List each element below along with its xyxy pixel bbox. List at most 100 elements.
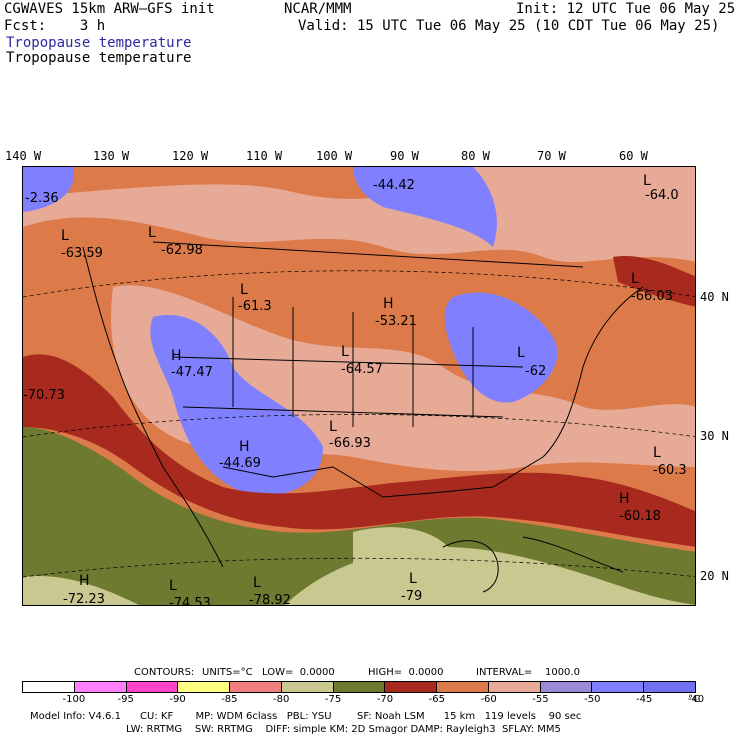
field-region-salmon: [23, 167, 695, 262]
low-marker: L: [653, 445, 661, 461]
lon-label: 90 W: [390, 149, 419, 163]
colorbar-tick-label: -90: [169, 694, 186, 705]
colorbar-tick-label: -45: [635, 694, 653, 705]
pressure-labels: -2.36 -44.42 L -63.59 L -62.98 L -64.0 L…: [23, 173, 687, 606]
field-region-blue: [150, 315, 323, 495]
value-label: -60.18: [619, 509, 661, 524]
low-marker: L: [643, 173, 651, 189]
map-canvas: -2.36 -44.42 L -63.59 L -62.98 L -64.0 L…: [23, 167, 695, 606]
high-value: HIGH= 0.0000: [368, 667, 444, 678]
value-label: -47.47: [171, 365, 213, 380]
colorbar-tick-label: -65: [428, 694, 445, 705]
field-title-blue: Tropopause temperature: [6, 35, 192, 51]
lon-label: 100 W: [316, 149, 353, 163]
value-label: -61.3: [238, 299, 272, 314]
value-label: -63.59: [61, 246, 103, 261]
value-label: -66.03: [631, 289, 673, 304]
state-lines: [232, 297, 474, 427]
lat-label: 30 N: [700, 429, 729, 443]
high-marker: H: [79, 573, 90, 589]
colorbar-tick-label: -95: [117, 694, 134, 705]
value-label: -62: [525, 364, 546, 379]
colorbar-swatch: [540, 682, 593, 692]
field-title: Tropopause temperature: [6, 50, 192, 66]
value-label: -66.93: [329, 436, 371, 451]
lat-label: 40 N: [700, 290, 729, 304]
low-marker: L: [631, 271, 639, 287]
value-label: -74.53: [169, 596, 211, 606]
value-label: -53.21: [375, 314, 417, 329]
colorbar-swatch: [23, 682, 75, 692]
colorbar-tick-label: -85: [221, 694, 238, 705]
colorbar-tick-label: -75: [324, 694, 342, 705]
init-time: Init: 12 UTC Tue 06 May 25: [516, 1, 736, 17]
colorbar-tick-label: -80: [273, 694, 290, 705]
high-marker: H: [239, 439, 250, 455]
field-region-blue: [23, 167, 74, 212]
colorbar-tick-label: -60: [480, 694, 497, 705]
us-mexico-gulf-line: [222, 456, 544, 498]
field-region-darkred: [23, 354, 695, 547]
model-title: CGWAVES 15km ARW—GFS init: [4, 1, 215, 17]
contours-label: CONTOURS:: [134, 667, 195, 678]
value-label: -62.98: [161, 243, 203, 258]
value-label: -2.36: [25, 191, 59, 206]
colorbar-swatch: [592, 682, 645, 692]
high-marker: H: [619, 491, 630, 507]
field-region-tan: [23, 576, 139, 605]
colorbar-tick-label: -50: [584, 694, 601, 705]
map-boundaries: [82, 241, 644, 593]
forecast-hour: Fcst: 3 h: [4, 18, 106, 34]
florida-coast: [442, 540, 499, 593]
value-label: -70.73: [23, 388, 65, 403]
field-region-blue: [353, 167, 497, 247]
west-coast-line: [82, 246, 224, 568]
low-marker: L: [517, 345, 525, 361]
low-marker: L: [409, 571, 417, 587]
colorbar-swatch: [126, 682, 179, 692]
colorbar-swatch: [437, 682, 489, 692]
field-region-tan: [353, 527, 456, 602]
interval-value: INTERVAL= 1000.0: [476, 667, 580, 678]
field-region-darkred: [613, 256, 695, 307]
low-marker: L: [61, 228, 69, 244]
value-label: -78.92: [249, 593, 291, 606]
lon-label: 120 W: [172, 149, 209, 163]
low-marker: L: [341, 344, 349, 360]
colorbar-tick-label: -70: [376, 694, 394, 705]
lat-label: 20 N: [700, 569, 729, 583]
map-panel: -2.36 -44.42 L -63.59 L -62.98 L -64.0 L…: [22, 166, 696, 606]
model-info-line1: Model Info: V4.6.1 CU: KF MP: WDM 6class…: [30, 711, 582, 722]
colorbar-swatch: [488, 682, 541, 692]
lon-label: 130 W: [93, 149, 130, 163]
colorbar: [22, 681, 696, 693]
graticule-line: [23, 414, 695, 438]
lon-label: 140 W: [5, 149, 42, 163]
value-label: -44.42: [373, 178, 415, 193]
colorbar-tick-label: -40: [687, 694, 705, 705]
cuba-coast: [522, 536, 624, 573]
value-label: -44.69: [219, 456, 261, 471]
us-canada-border: [152, 241, 584, 268]
lon-label: 70 W: [537, 149, 566, 163]
value-label: -79: [401, 589, 422, 604]
colorbar-swatch: [74, 682, 127, 692]
lon-label: 60 W: [619, 149, 648, 163]
low-marker: L: [240, 282, 248, 298]
low-marker: L: [169, 578, 177, 594]
low-value: LOW= 0.0000: [262, 667, 335, 678]
lon-label: 110 W: [246, 149, 283, 163]
value-label: -64.57: [341, 362, 383, 377]
org-label: NCAR/MMM: [284, 1, 352, 17]
graticule: [23, 270, 695, 578]
state-lines: [172, 356, 524, 418]
valid-time: Valid: 15 UTC Tue 06 May 25 (10 CDT Tue …: [298, 18, 720, 34]
lon-label: 80 W: [461, 149, 490, 163]
colorbar-swatch: [281, 682, 334, 692]
colorbar-swatch: [644, 682, 695, 692]
low-marker: L: [329, 419, 337, 435]
colorbar-swatch: [178, 682, 231, 692]
east-coast-line: [542, 286, 644, 458]
colorbar-tick-label: -100: [62, 694, 86, 705]
high-marker: H: [171, 348, 182, 364]
